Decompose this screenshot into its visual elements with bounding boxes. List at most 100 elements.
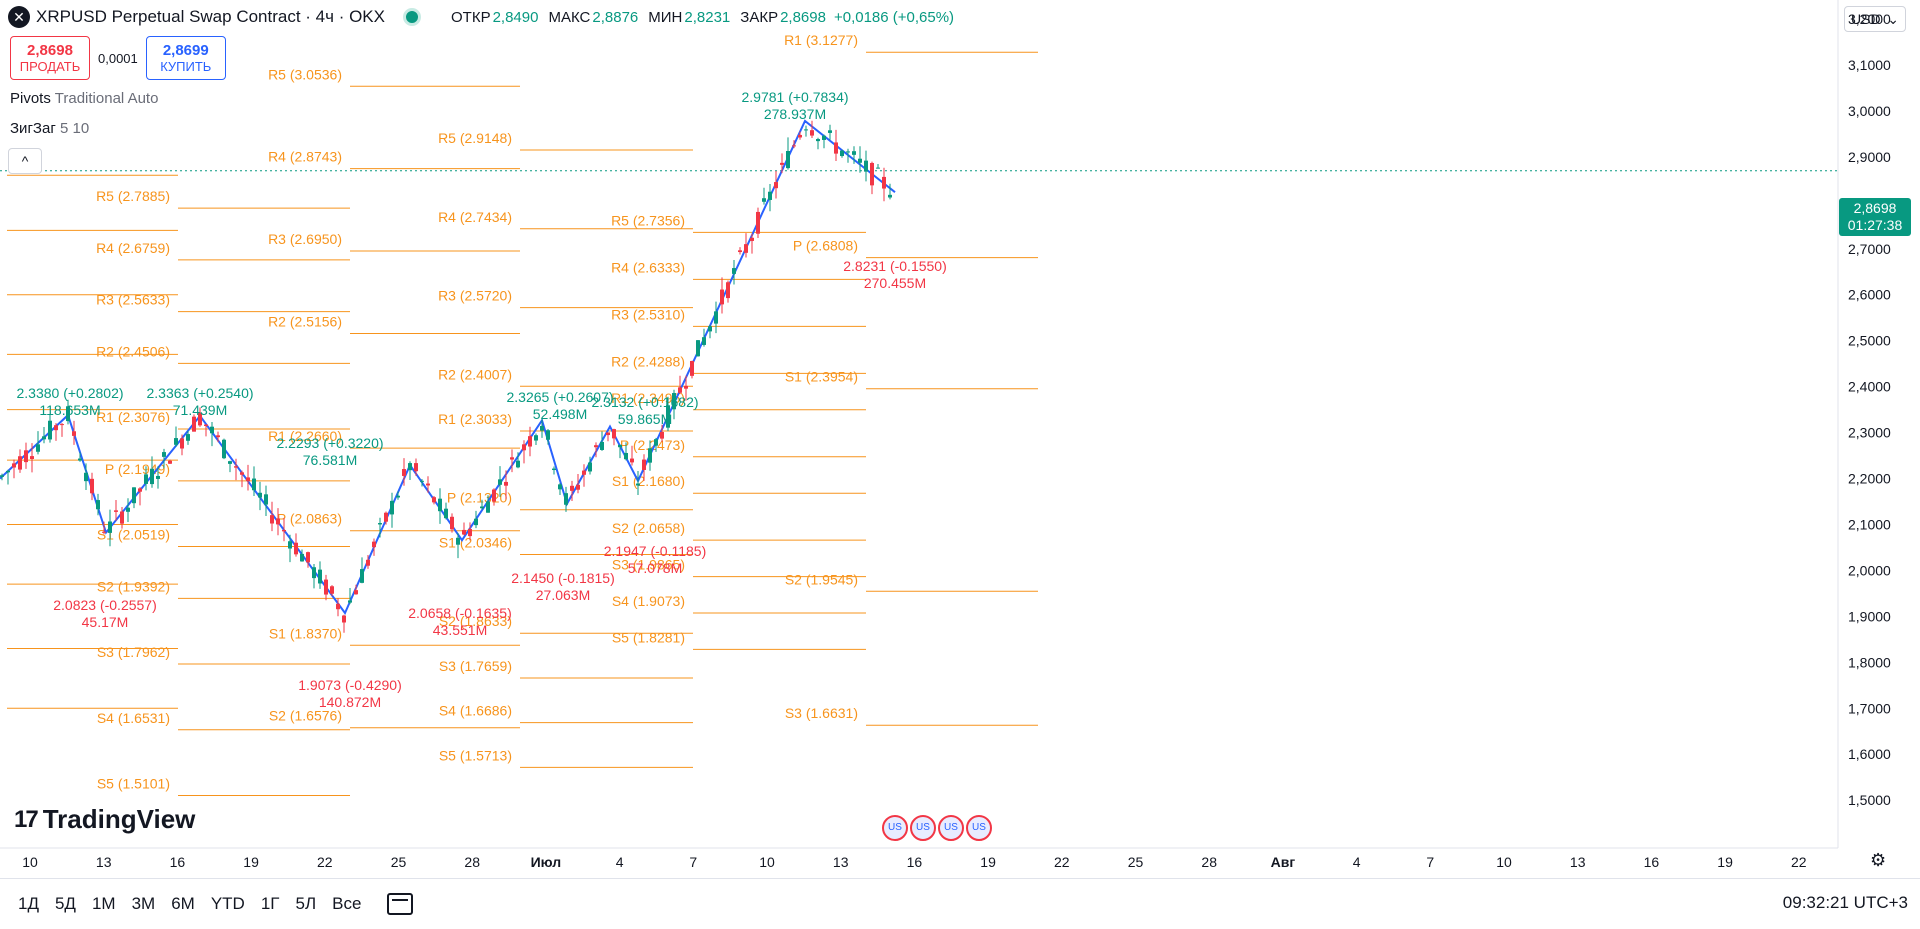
candle-body [720, 289, 724, 305]
price-tick-label: 1,8000 [1848, 654, 1891, 670]
pivot-label: R5 (2.7885) [96, 188, 170, 204]
time-tick-label: 16 [170, 854, 186, 870]
candle-body [786, 151, 790, 169]
candle-body [456, 537, 460, 545]
candle-body [348, 600, 352, 603]
candle-body [522, 444, 526, 451]
chevron-up-icon: ^ [21, 153, 29, 169]
candle-body [102, 531, 106, 533]
candle-body [792, 145, 796, 147]
time-tick-label: 13 [1570, 854, 1586, 870]
candle-body [426, 483, 430, 486]
pivot-label: R2 (2.4007) [438, 366, 512, 382]
indicator-name: Pivots [10, 90, 51, 107]
candle-body [420, 480, 424, 482]
bottom-toolbar: 1Д 5Д 1М 3М 6М YTD 1Г 5Л Все 09:32:21 UT… [0, 878, 1920, 929]
candle-body [120, 511, 124, 524]
candle-body [642, 459, 646, 470]
clock[interactable]: 09:32:21 UTC+3 [1782, 893, 1908, 912]
range-6m[interactable]: 6М [171, 894, 195, 913]
range-1m[interactable]: 1М [91, 894, 116, 913]
price-tick-label: 1,5000 [1848, 792, 1891, 808]
candle-body [768, 191, 772, 200]
candle-body [66, 406, 70, 422]
candle-body [438, 498, 442, 512]
candle-body [564, 493, 568, 505]
zigzag-price-label: 2.1947 (-0.1185) [604, 543, 706, 559]
candle-body [402, 469, 406, 476]
time-tick-label: 28 [464, 854, 480, 870]
indicator-params: 5 10 [59, 120, 90, 137]
us-flag-icon[interactable]: US [910, 815, 936, 841]
time-tick-label: 7 [1426, 854, 1434, 870]
us-flag-icon[interactable]: US [882, 815, 908, 841]
us-flag-icon[interactable]: US [938, 815, 964, 841]
pivot-label: R5 (3.0536) [268, 66, 342, 82]
zigzag-volume-label: 52.498M [533, 406, 587, 422]
buy-button[interactable]: 2,8699 КУПИТЬ [145, 36, 226, 80]
candle-body [606, 432, 610, 436]
range-5y[interactable]: 5Л [295, 894, 317, 913]
time-tick-label: 7 [689, 854, 697, 870]
pivot-label: S1 (1.8370) [269, 625, 342, 641]
pivot-label: R4 (2.6333) [611, 259, 685, 275]
zigzag-price-label: 2.1450 (-0.1815) [511, 570, 615, 586]
candle-body [846, 151, 850, 153]
range-1d[interactable]: 1Д [18, 894, 39, 913]
pivot-label: P (2.0863) [277, 511, 342, 527]
us-flag-icon[interactable]: US [966, 815, 992, 841]
candle-body [24, 450, 28, 463]
range-ytd[interactable]: YTD [210, 894, 245, 913]
range-5d[interactable]: 5Д [54, 894, 76, 913]
pivot-label: S1 (2.3954) [785, 369, 858, 385]
price-tick-label: 1,7000 [1848, 700, 1891, 716]
sell-button[interactable]: 2,8698 ПРОДАТЬ [10, 36, 90, 80]
symbol-title[interactable]: XRPUSD Perpetual Swap Contract · 4ч · OK… [36, 7, 385, 26]
high-value: 2,8876 [592, 8, 639, 26]
range-1y[interactable]: 1Г [260, 894, 280, 913]
candle-body [408, 463, 412, 471]
candle-body [618, 444, 622, 448]
candle-body [354, 590, 358, 595]
time-tick-label: 19 [1717, 854, 1733, 870]
candle-body [852, 151, 856, 155]
pivot-label: R1 (3.1277) [784, 32, 858, 48]
price-tick-label: 2,1000 [1848, 516, 1891, 532]
pivot-label: S1 (2.1680) [612, 473, 685, 489]
candle-body [558, 484, 562, 490]
candle-body [726, 282, 730, 299]
indicator-zigzag[interactable]: ЗигЗаг 5 10 [10, 120, 89, 137]
pivot-label: S5 (1.5713) [439, 747, 512, 763]
candle-body [834, 142, 838, 154]
candle-body [84, 472, 88, 482]
pivot-label: R1 (2.3076) [96, 409, 170, 425]
candle-body [594, 445, 598, 448]
sell-price: 2,8698 [27, 42, 73, 59]
candle-body [744, 244, 748, 253]
gear-icon[interactable]: ⚙ [1870, 850, 1887, 870]
collapse-legend-button[interactable]: ^ [8, 148, 42, 174]
zigzag-price-label: 2.8231 (-0.1550) [843, 258, 947, 274]
zigzag-price-label: 2.3265 (+0.2607) [506, 389, 613, 405]
calendar-icon[interactable] [387, 893, 414, 915]
pivot-label: S3 (1.7962) [97, 644, 170, 660]
range-all[interactable]: Все [332, 894, 362, 913]
open-label: ОТКР [451, 8, 491, 26]
candle-body [498, 479, 502, 485]
time-tick-label: 10 [1496, 854, 1512, 870]
tradingview-logo[interactable]: 17 TradingView [14, 804, 195, 835]
pivot-label: S2 (2.0658) [612, 520, 685, 536]
pivot-label: P (2.1320) [447, 490, 512, 506]
candle-body [384, 512, 388, 522]
candle-body [90, 478, 94, 494]
candle-body [156, 475, 160, 479]
range-3m[interactable]: 3М [131, 894, 156, 913]
candle-body [174, 438, 178, 445]
pivot-label: R3 (2.5633) [96, 292, 170, 308]
time-tick-label: 22 [1054, 854, 1070, 870]
currency-select[interactable]: USD ⌄ [1844, 6, 1906, 32]
pivot-label: S2 (1.8633) [439, 613, 512, 629]
zigzag-price-label: 1.9073 (-0.4290) [298, 677, 402, 693]
indicator-pivots[interactable]: Pivots Traditional Auto [10, 90, 158, 107]
